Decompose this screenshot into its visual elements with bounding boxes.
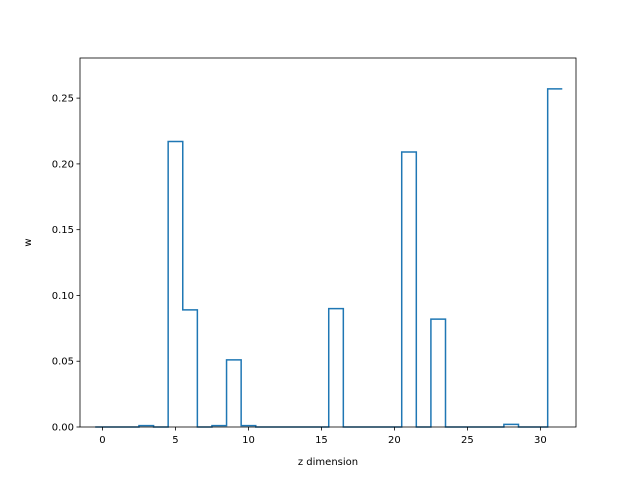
y-tick-label: 0.20	[52, 159, 74, 170]
axes: 0 5 10 15 20 25 30 0.00 0.05 0.10 0.15 0.20 0.25	[52, 57, 577, 446]
x-tick-label: 10	[242, 435, 255, 446]
x-tick-label: 15	[315, 435, 328, 446]
axes-frame	[79, 57, 577, 428]
y-tick-label: 0.10	[52, 291, 74, 302]
x-tick-label: 30	[534, 435, 547, 446]
y-tick-label: 0.15	[52, 225, 74, 236]
y-tick-label: 0.05	[52, 357, 74, 368]
y-tick-label: 0.25	[52, 94, 74, 105]
y-tick-label: 0.00	[52, 423, 74, 434]
x-tick-label: 20	[388, 435, 401, 446]
x-tick-label: 25	[461, 435, 474, 446]
y-axis-label: w	[23, 238, 34, 246]
x-tick-label: 5	[172, 435, 178, 446]
x-axis-label: z dimension	[298, 457, 358, 468]
x-tick-label: 0	[99, 435, 105, 446]
